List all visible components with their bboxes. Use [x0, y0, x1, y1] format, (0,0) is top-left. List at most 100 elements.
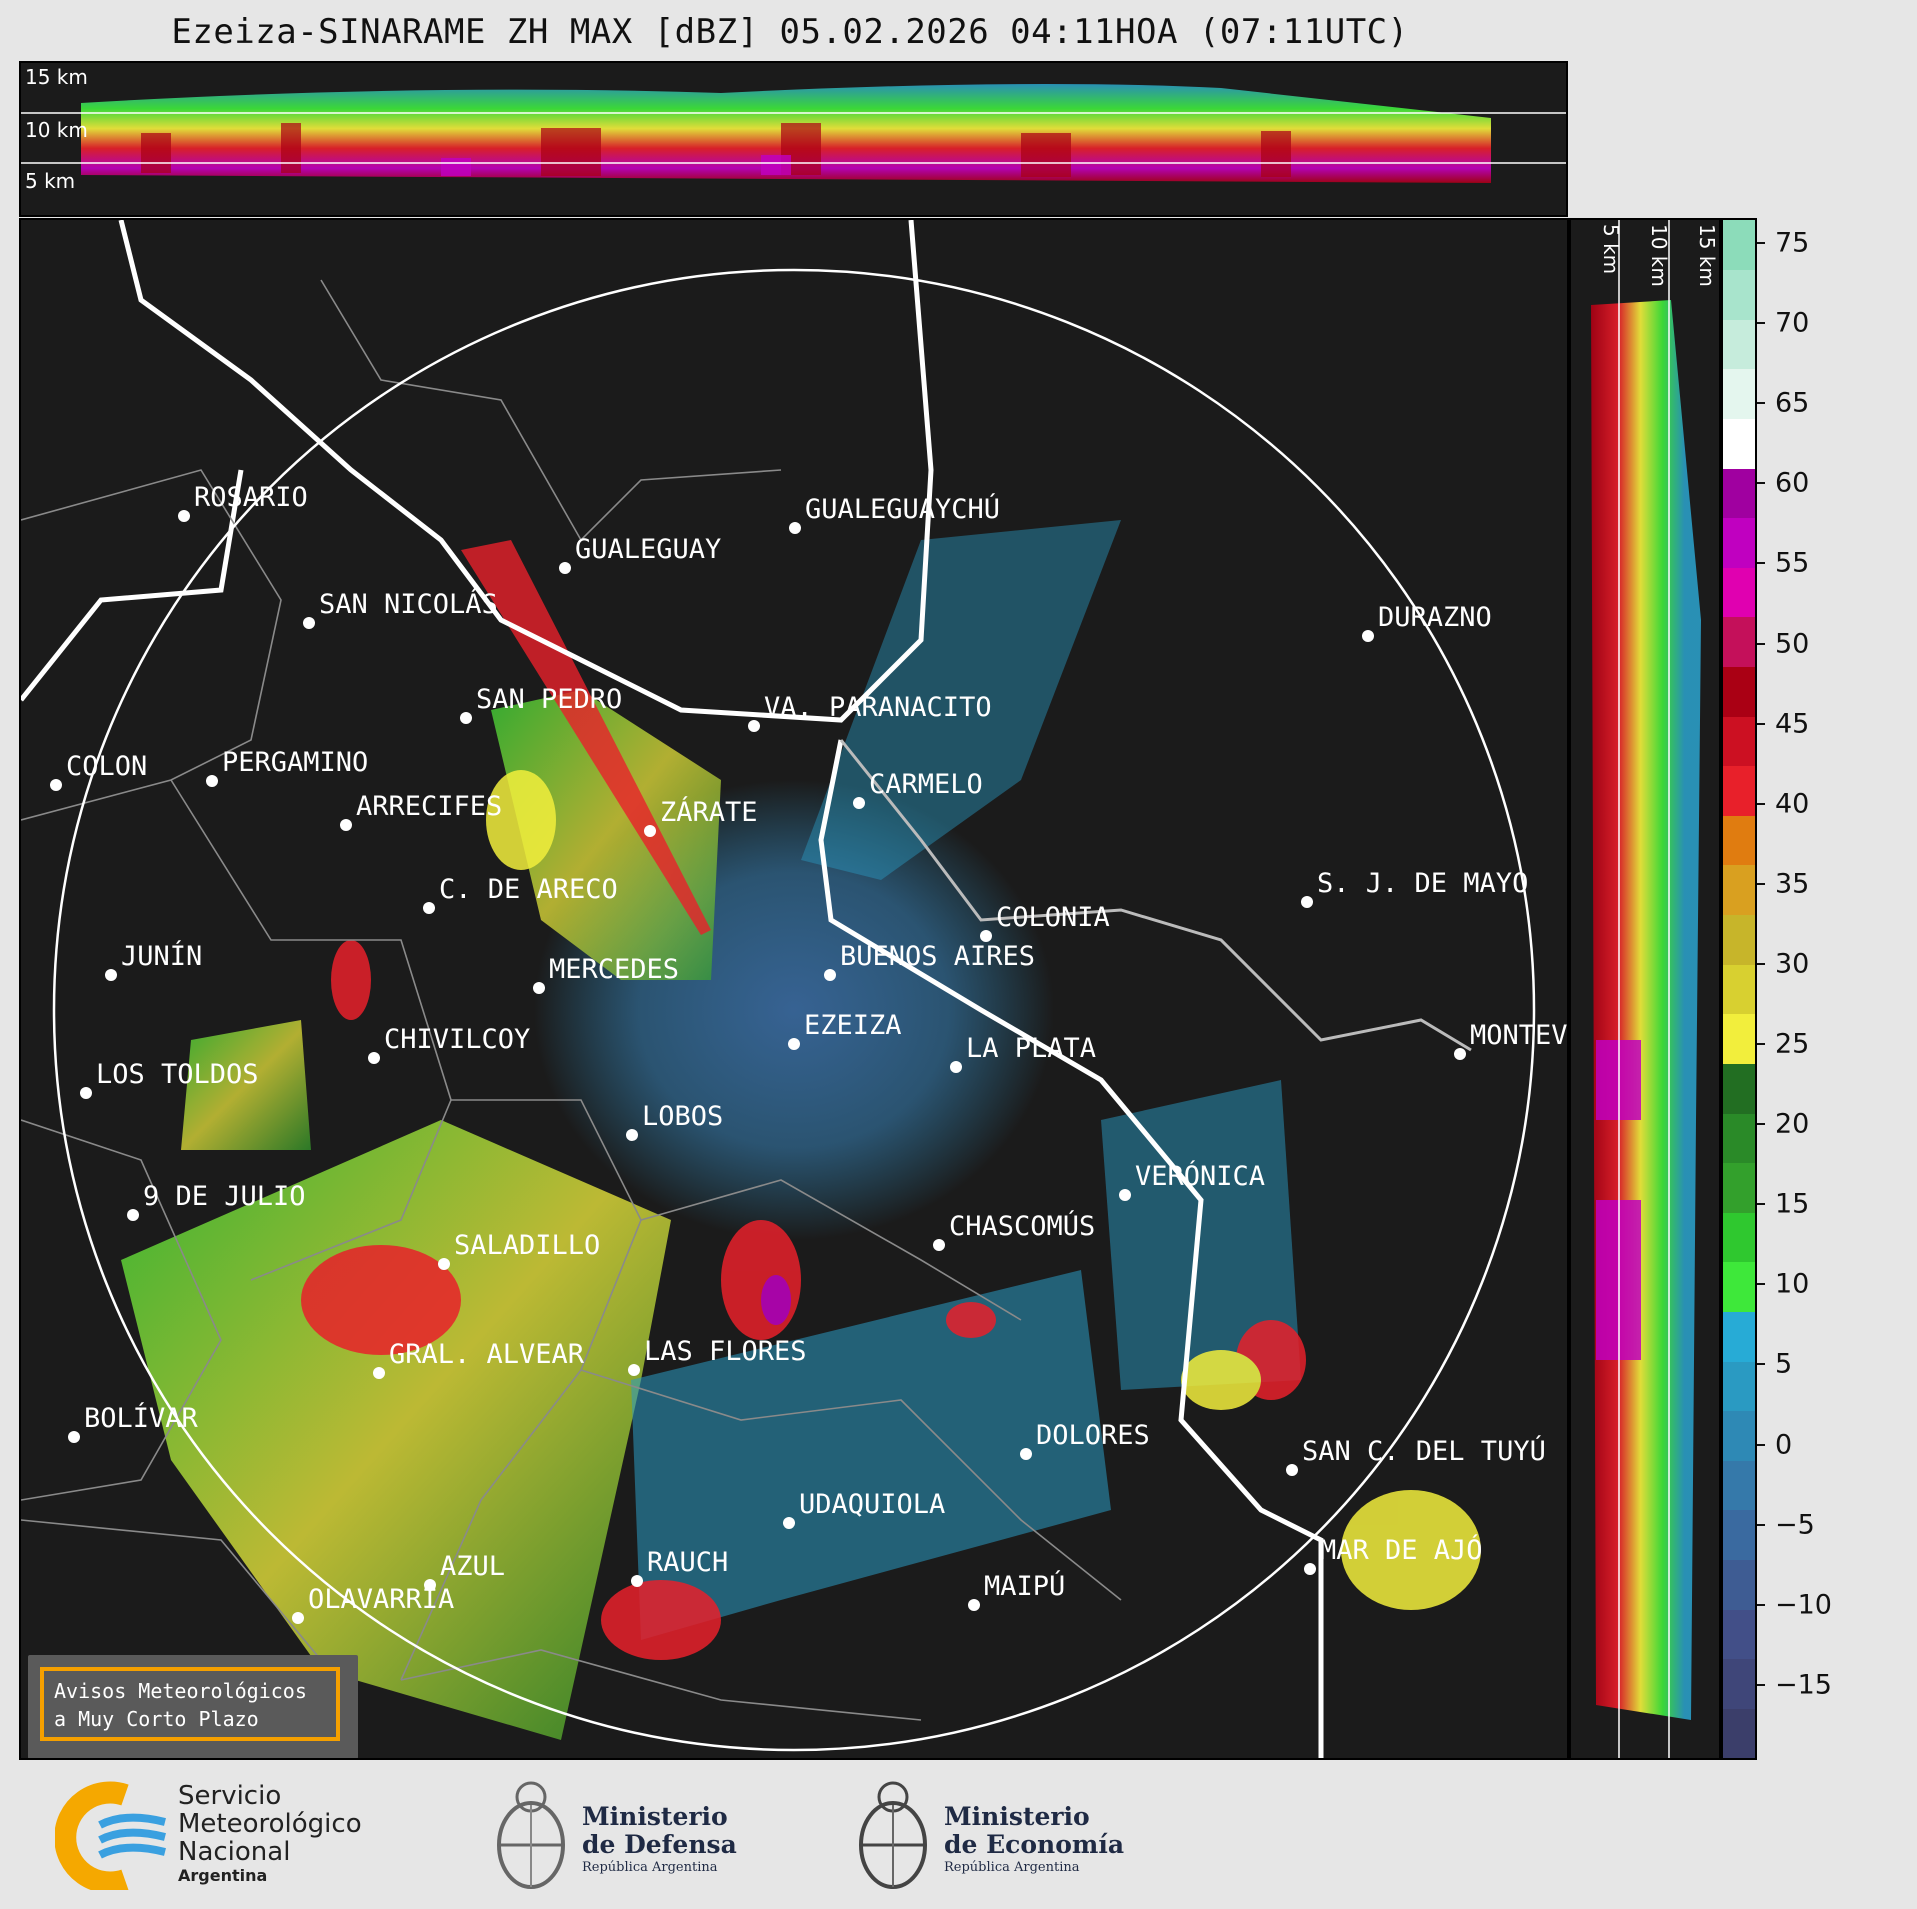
city-marker	[788, 1038, 800, 1050]
city-marker	[80, 1087, 92, 1099]
right-cross-section-panel: 5 km 10 km 15 km	[1569, 218, 1721, 1760]
city-label: ZÁRATE	[660, 797, 758, 828]
colorbar-tick	[1757, 642, 1765, 645]
colorbar-band	[1723, 1113, 1755, 1164]
city-label: LAS FLORES	[644, 1336, 807, 1367]
defensa-logo: Ministerio de Defensa República Argentin…	[494, 1775, 754, 1895]
city-label: GUALEGUAY	[575, 534, 722, 565]
warning-line-1: Avisos Meteorológicos	[54, 1679, 307, 1703]
city-label: VERÓNICA	[1135, 1161, 1266, 1192]
colorbar-tick	[1757, 1283, 1765, 1286]
alt-label-15km-v: 15 km	[1695, 224, 1719, 287]
colorbar-tick-label: 35	[1775, 868, 1810, 900]
colorbar-band	[1723, 914, 1755, 965]
colorbar-tick-label: 65	[1775, 387, 1810, 419]
city-layer: ROSARIO GUALEGUAYCHÚ GUALEGUAY SAN NICOLÁS D…	[21, 220, 1567, 1758]
smn-logo: Servicio Meteorológico Nacional Argentin…	[55, 1780, 385, 1890]
colorbar-band	[1723, 765, 1755, 816]
colorbar-band	[1723, 1559, 1755, 1610]
colorbar-tick-label: −10	[1775, 1589, 1832, 1621]
colorbar-tick-label: 15	[1775, 1188, 1810, 1220]
economia-line-2: de Economía	[944, 1830, 1125, 1859]
city-marker	[105, 969, 117, 981]
defensa-line-1: Ministerio	[582, 1802, 728, 1831]
city-marker	[206, 775, 218, 787]
city-marker	[1301, 896, 1313, 908]
top-cross-section-echo	[21, 84, 1566, 183]
southwest-storm-echo	[121, 1120, 671, 1740]
city-marker	[631, 1575, 643, 1587]
economia-line-1: Ministerio	[944, 1802, 1090, 1831]
colorbar-band	[1723, 468, 1755, 519]
city-label: S. J. DE MAYO	[1317, 868, 1529, 899]
colorbar-tick-label: 10	[1775, 1268, 1810, 1300]
city-label: MAIPÚ	[984, 1571, 1066, 1602]
city-marker	[50, 779, 62, 791]
colorbar-band	[1723, 567, 1755, 618]
city-label: VA. PARANACITO	[764, 692, 992, 723]
city-label: C. DE ARECO	[439, 874, 618, 905]
coastline	[818, 739, 1324, 1758]
colorbar-tick	[1757, 1123, 1765, 1126]
warning-line-2: a Muy Corto Plazo	[54, 1707, 259, 1731]
colorbar-band	[1723, 964, 1755, 1015]
colorbar-tick-label: 45	[1775, 708, 1810, 740]
colorbar-band	[1723, 1410, 1755, 1461]
city-label: DOLORES	[1036, 1420, 1150, 1451]
city-label: COLONIA	[996, 902, 1110, 933]
colorbar-tick	[1757, 1043, 1765, 1045]
city-marker	[980, 930, 992, 942]
city-marker	[423, 902, 435, 914]
east-echo	[1101, 1080, 1301, 1390]
city-label: SAN NICOLÁS	[319, 589, 498, 620]
colorbar-tick	[1757, 482, 1765, 485]
uruguay-coast	[839, 739, 1472, 1052]
colorbar-band	[1723, 1361, 1755, 1412]
north-storm-echo	[491, 690, 721, 980]
city-marker	[460, 712, 472, 724]
city-marker	[368, 1052, 380, 1064]
city-label: OLAVARRÍA	[308, 1584, 455, 1615]
radar-map: ROSARIO GUALEGUAYCHÚ GUALEGUAY SAN NICOLÁS D…	[19, 218, 1569, 1760]
city-marker	[533, 982, 545, 994]
colorbar-tick	[1757, 882, 1765, 885]
colorbar-tick	[1757, 1203, 1765, 1206]
colorbar-tick-label: 60	[1775, 467, 1810, 499]
alt-label-10km-v: 10 km	[1647, 224, 1671, 287]
city-marker	[1020, 1448, 1032, 1460]
colorbar-tick-label: 25	[1775, 1028, 1810, 1060]
colorbar-band	[1723, 1509, 1755, 1561]
city-marker	[748, 720, 760, 732]
colorbar-band	[1723, 1708, 1755, 1759]
economia-coat-of-arms-icon	[859, 1781, 927, 1889]
city-label: GRAL. ALVEAR	[389, 1339, 585, 1370]
colorbar-band	[1723, 418, 1755, 469]
city-marker	[373, 1367, 385, 1379]
right-cross-section-echo	[1591, 220, 1701, 1758]
city-label: ROSARIO	[194, 482, 308, 513]
city-label: CHASCOMÚS	[949, 1211, 1096, 1242]
city-label: JUNÍN	[121, 941, 203, 972]
colorbar-tick-label: −5	[1775, 1509, 1815, 1541]
colorbar-band	[1723, 1063, 1755, 1114]
colorbar-tick	[1757, 802, 1765, 805]
chart-title: Ezeiza-SINARAME ZH MAX [dBZ] 05.02.2026 …	[171, 12, 1409, 52]
colorbar-tick-label: 0	[1775, 1429, 1793, 1460]
west-storm-echo	[181, 1020, 311, 1150]
radar-map-canvas	[21, 220, 1536, 1758]
city-label: UDAQUIOLA	[799, 1489, 946, 1520]
colorbar-tick	[1757, 402, 1765, 405]
city-marker	[1362, 630, 1374, 642]
warning-box-frame[interactable]: Avisos Meteorológicos a Muy Corto Plazo	[40, 1667, 340, 1741]
colorbar-band	[1723, 864, 1755, 916]
colorbar-tick-label: 40	[1775, 788, 1810, 820]
city-marker	[789, 522, 801, 534]
city-marker	[178, 510, 190, 522]
colorbar-tick	[1757, 1363, 1765, 1366]
city-label: CARMELO	[869, 769, 983, 800]
range-ring	[52, 268, 1536, 1752]
city-marker	[644, 825, 656, 837]
city-label: LOBOS	[642, 1101, 724, 1132]
colorbar-band	[1723, 368, 1755, 419]
city-label: RAUCH	[647, 1547, 729, 1578]
